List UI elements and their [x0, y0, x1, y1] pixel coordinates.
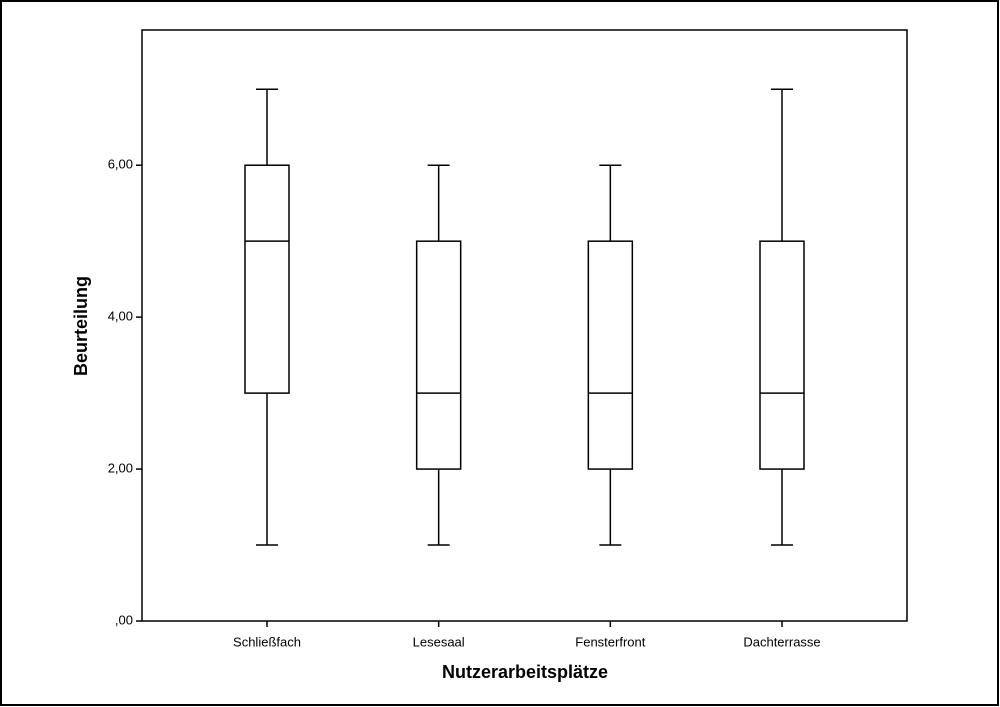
y-tick-label: ,00	[115, 612, 133, 627]
box	[587, 240, 634, 470]
box	[415, 240, 462, 470]
y-axis-title: Beurteilung	[71, 276, 91, 376]
box	[759, 240, 805, 470]
y-tick-label: 6,00	[108, 157, 133, 172]
x-tick-label: Lesesaal	[413, 634, 465, 649]
plot-area	[141, 29, 908, 622]
y-tick-label: 4,00	[108, 309, 133, 324]
x-tick-label: Fensterfront	[575, 634, 645, 649]
x-axis-title: Nutzerarbeitsplätze	[442, 662, 608, 682]
y-tick-label: 2,00	[108, 461, 133, 476]
x-tick-label: Dachterrasse	[743, 634, 820, 649]
x-tick-label: Schließfach	[233, 634, 301, 649]
box	[244, 164, 290, 394]
